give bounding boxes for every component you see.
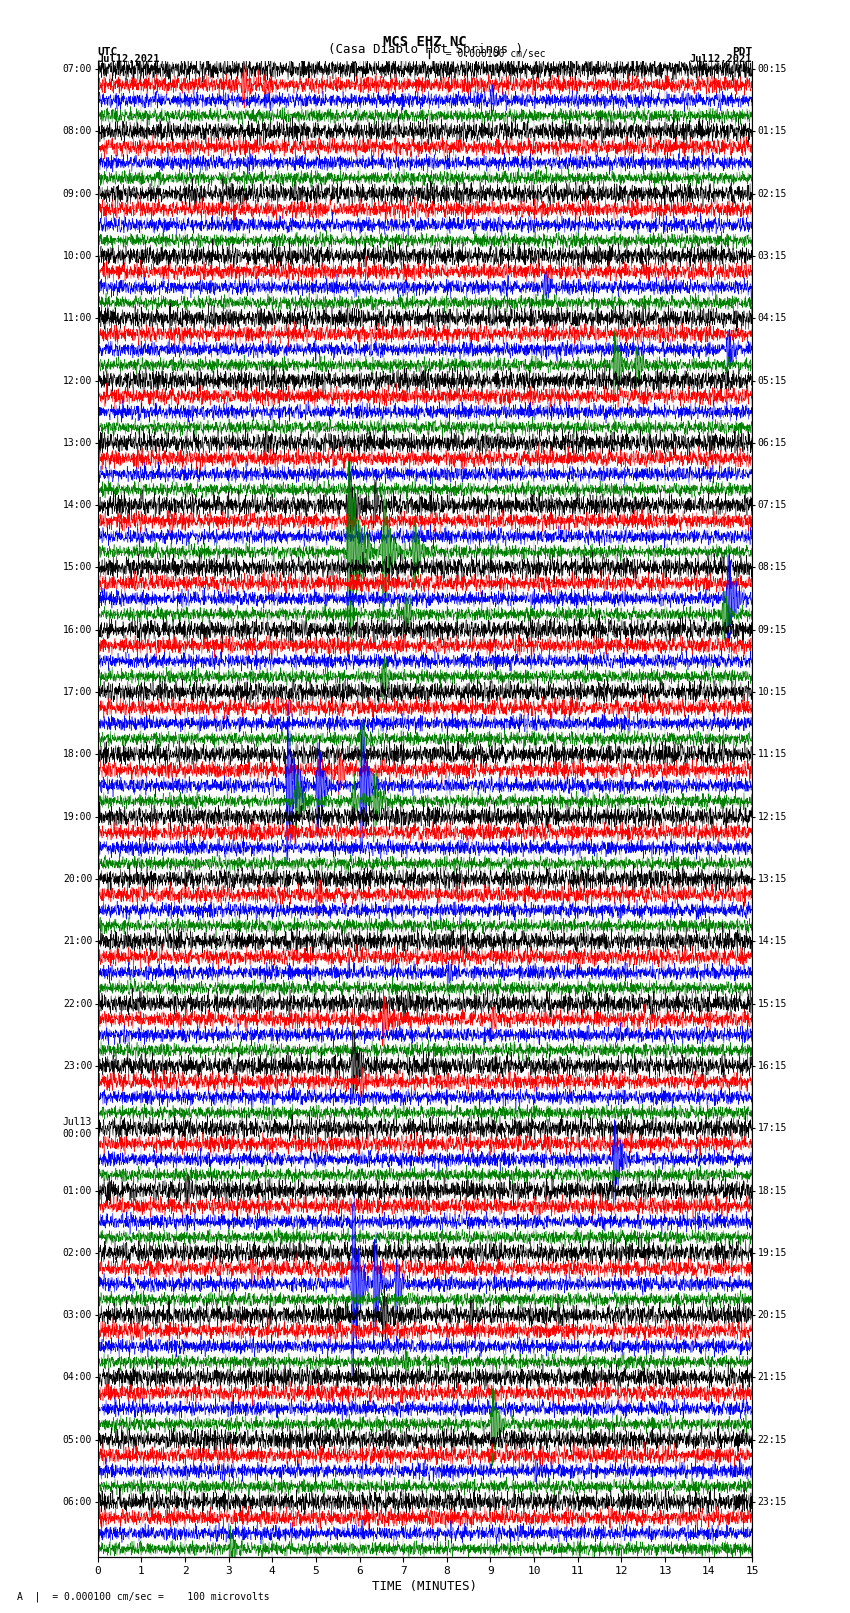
Text: PDT: PDT [732, 47, 752, 56]
Text: MCS EHZ NC: MCS EHZ NC [383, 35, 467, 48]
Text: (Casa Diablo Hot Springs ): (Casa Diablo Hot Springs ) [327, 44, 523, 56]
Text: UTC: UTC [98, 47, 118, 56]
Text: Jul12,2021: Jul12,2021 [689, 53, 752, 65]
Text: = 0.000100 cm/sec: = 0.000100 cm/sec [434, 48, 545, 60]
Text: A  |  = 0.000100 cm/sec =    100 microvolts: A | = 0.000100 cm/sec = 100 microvolts [17, 1590, 269, 1602]
X-axis label: TIME (MINUTES): TIME (MINUTES) [372, 1581, 478, 1594]
Text: Jul12,2021: Jul12,2021 [98, 53, 161, 65]
